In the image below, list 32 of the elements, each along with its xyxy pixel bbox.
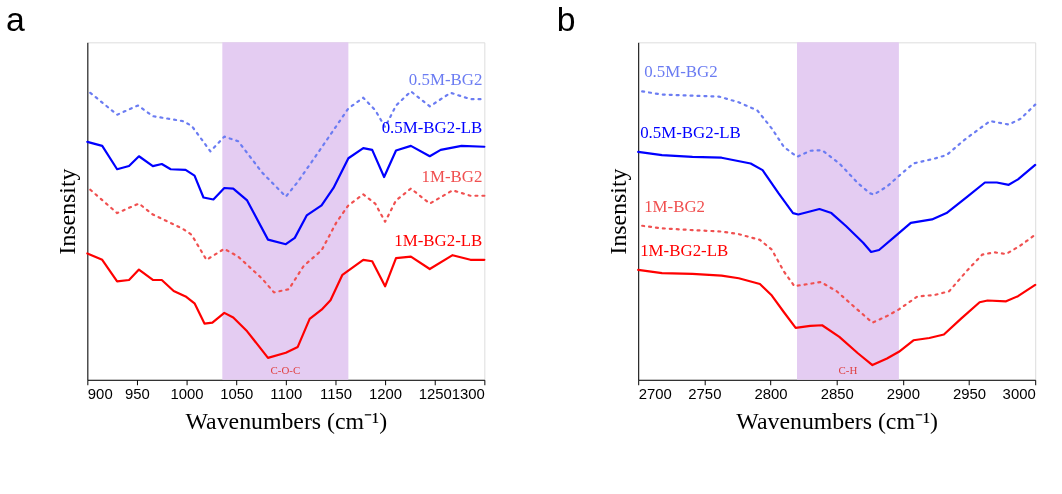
x-tick-label: 2850 xyxy=(820,386,854,403)
x-tick-label: 1100 xyxy=(270,386,303,403)
series-label: 1M-BG2 xyxy=(421,166,483,186)
chart-title: b xyxy=(556,0,576,39)
x-tick-label: 3000 xyxy=(1002,386,1036,403)
x-tick-label: 2800 xyxy=(754,386,788,403)
x-tick-label: 1150 xyxy=(319,386,352,403)
chart-title: a xyxy=(5,0,25,39)
x-tick-label: 1000 xyxy=(170,386,204,403)
series-label: 0.5M-BG2 xyxy=(644,62,718,82)
series-label: 1M-BG2-LB xyxy=(640,241,729,260)
series-label: 0.5M-BG2-LB xyxy=(381,117,483,137)
x-tick-label: 2950 xyxy=(952,386,987,403)
x-axis-title: Wavenumbers (cm⁻¹) xyxy=(185,407,388,434)
band-label: C-H xyxy=(838,363,858,376)
x-tick-label: 1250 xyxy=(418,386,452,403)
x-tick-label: 1050 xyxy=(220,386,254,403)
x-tick-label: 2900 xyxy=(886,386,920,403)
x-tick-label: 2750 xyxy=(688,386,722,403)
y-axis-title: Insensity xyxy=(53,168,80,255)
band-label: C-O-C xyxy=(270,363,301,376)
series-label: 1M-BG2 xyxy=(644,196,706,216)
x-tick-label: 1200 xyxy=(369,386,403,403)
series-label: 1M-BG2-LB xyxy=(394,230,483,250)
series-label: 0.5M-BG2-LB xyxy=(640,123,741,143)
x-tick-label: 950 xyxy=(125,386,150,403)
series-label: 0.5M-BG2 xyxy=(408,70,483,90)
x-tick-label: 2700 xyxy=(638,386,672,403)
x-tick-label: 1300 xyxy=(451,386,485,403)
y-axis-title: Insensity xyxy=(604,168,631,255)
x-tick-label: 900 xyxy=(87,386,113,403)
x-axis-title: Wavenumbers (cm⁻¹) xyxy=(736,407,939,434)
